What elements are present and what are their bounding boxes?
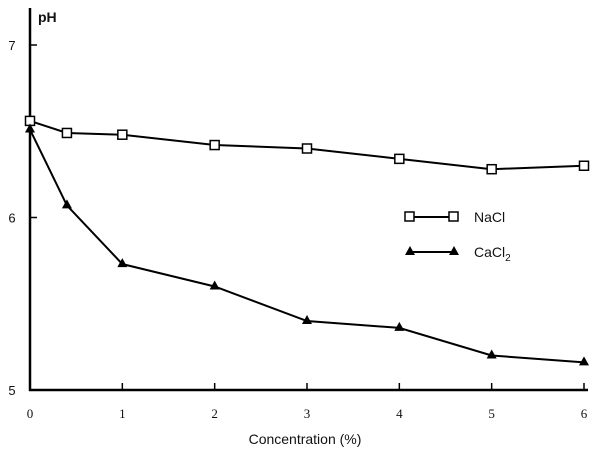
data-point-cacl2 — [302, 315, 312, 324]
x-tick-label: 4 — [396, 406, 403, 421]
data-point-cacl2 — [209, 280, 220, 290]
data-point-cacl2 — [579, 356, 589, 366]
series-line-nacl — [29, 119, 585, 171]
x-tick-label: 1 — [119, 406, 126, 421]
data-point-nacl — [394, 153, 405, 165]
series-line-cacl2 — [29, 129, 585, 364]
x-tick-label: 6 — [581, 406, 588, 421]
data-point-cacl2 — [117, 258, 128, 268]
data-point-nacl — [486, 163, 497, 175]
legend-marker-cacl2 — [405, 246, 415, 255]
data-point-nacl — [117, 129, 128, 140]
data-point-nacl — [301, 143, 313, 154]
x-axis-label: Concentration (%) — [249, 431, 362, 447]
y-tick-label: 7 — [8, 38, 15, 53]
x-tick-label: 2 — [211, 406, 218, 421]
data-point-nacl — [209, 139, 220, 151]
data-point-cacl2 — [486, 349, 497, 359]
x-tick-label: 0 — [27, 406, 34, 421]
x-tick-label: 3 — [304, 406, 311, 421]
data-point-nacl — [578, 160, 590, 171]
legend-label-nacl: NaCl — [474, 209, 505, 225]
legend: NaCl CaCl2 — [404, 209, 511, 264]
y-axis-label: pH — [38, 9, 57, 25]
legend-label-cacl2: CaCl2 — [474, 244, 511, 264]
data-point-cacl2 — [25, 123, 35, 133]
data-point-cacl2 — [394, 321, 405, 331]
y-tick-label: 5 — [8, 383, 15, 398]
data-point-cacl2 — [61, 199, 72, 209]
x-tick-label: 5 — [488, 406, 495, 421]
y-tick-label: 6 — [8, 211, 15, 226]
legend-marker-nacl — [404, 211, 415, 222]
data-point-nacl — [61, 127, 73, 139]
